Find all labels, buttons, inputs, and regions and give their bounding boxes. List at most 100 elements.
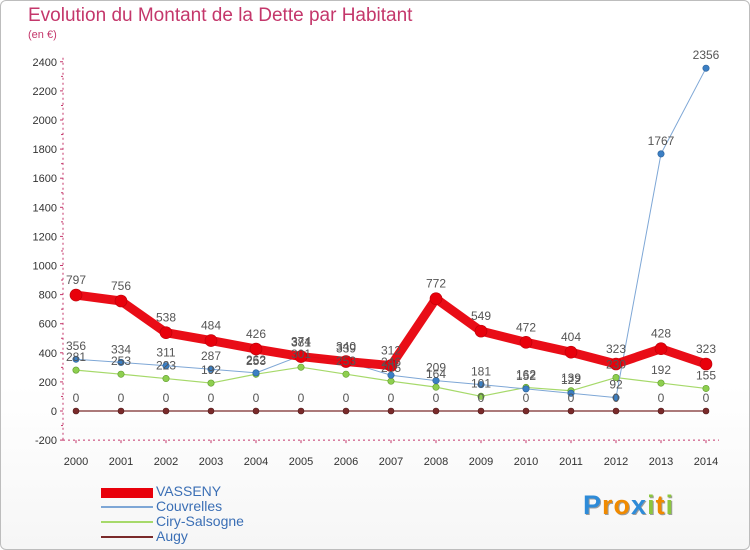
data-point-couvrelles bbox=[162, 362, 170, 370]
data-label-augy: 0 bbox=[388, 391, 395, 405]
y-tick-label: 800 bbox=[39, 290, 57, 302]
data-point-vasseny bbox=[69, 288, 83, 302]
legend-label-ciry-salsogne: Ciry-Salsogne bbox=[156, 513, 244, 529]
x-tick-label: 2000 bbox=[64, 456, 88, 468]
legend-swatch-vasseny bbox=[101, 488, 153, 498]
data-label-augy: 0 bbox=[163, 391, 170, 405]
proxiti-logo: Proxiti bbox=[583, 490, 674, 521]
data-label-augy: 0 bbox=[478, 391, 485, 405]
data-point-ciry-salsogne bbox=[432, 383, 440, 391]
data-label-ciry-salsogne: 281 bbox=[66, 350, 86, 364]
data-label-augy: 0 bbox=[523, 391, 530, 405]
logo-letter: i bbox=[665, 490, 675, 520]
x-tick-label: 2010 bbox=[514, 456, 538, 468]
data-point-augy bbox=[252, 407, 260, 415]
data-point-couvrelles bbox=[207, 365, 215, 373]
data-point-couvrelles bbox=[612, 394, 620, 402]
legend-label-couvrelles: Couvrelles bbox=[156, 498, 223, 514]
data-point-couvrelles bbox=[252, 369, 260, 377]
data-point-vasseny bbox=[699, 357, 713, 371]
data-label-couvrelles: 339 bbox=[336, 342, 356, 356]
y-tick-label: 1200 bbox=[33, 231, 57, 243]
data-point-ciry-salsogne bbox=[477, 392, 485, 400]
y-tick-label: 2400 bbox=[33, 57, 57, 69]
logo-letter: r bbox=[602, 490, 614, 520]
data-point-vasseny bbox=[294, 350, 308, 363]
chart-unit-label: (en €) bbox=[28, 29, 57, 41]
x-tick-label: 2014 bbox=[694, 456, 718, 468]
x-tick-label: 2009 bbox=[469, 456, 493, 468]
y-tick-label: 0 bbox=[51, 406, 57, 418]
data-label-vasseny: 323 bbox=[606, 342, 626, 356]
logo-letter: o bbox=[613, 490, 632, 520]
data-label-couvrelles: 152 bbox=[516, 369, 536, 383]
data-label-augy: 0 bbox=[208, 391, 215, 405]
data-label-couvrelles: 1767 bbox=[648, 134, 675, 148]
data-label-augy: 0 bbox=[613, 391, 620, 405]
data-point-couvrelles bbox=[567, 389, 575, 397]
data-label-augy: 0 bbox=[253, 391, 260, 405]
data-point-augy bbox=[432, 407, 440, 415]
data-label-ciry-salsogne: 164 bbox=[426, 367, 446, 381]
data-label-couvrelles: 262 bbox=[246, 353, 266, 367]
data-point-vasseny bbox=[159, 326, 173, 340]
x-tick-label: 2002 bbox=[154, 456, 178, 468]
x-tick-label: 2001 bbox=[109, 456, 133, 468]
legend-swatch-couvrelles bbox=[101, 506, 153, 508]
data-label-vasseny: 404 bbox=[561, 330, 581, 344]
data-point-couvrelles bbox=[72, 355, 80, 363]
data-label-vasseny: 374 bbox=[291, 335, 311, 349]
data-point-vasseny bbox=[519, 336, 533, 349]
data-label-augy: 0 bbox=[658, 391, 665, 405]
data-label-ciry-salsogne: 101 bbox=[471, 376, 491, 390]
data-label-ciry-salsogne: 192 bbox=[651, 363, 671, 377]
x-tick-label: 2007 bbox=[379, 456, 403, 468]
data-point-ciry-salsogne bbox=[702, 384, 710, 392]
chart-title: Evolution du Montant de la Dette par Hab… bbox=[28, 5, 413, 26]
x-tick-label: 2013 bbox=[649, 456, 673, 468]
data-point-augy bbox=[117, 407, 125, 415]
x-tick-label: 2011 bbox=[559, 456, 583, 468]
data-label-ciry-salsogne: 139 bbox=[561, 371, 581, 385]
data-point-ciry-salsogne bbox=[162, 375, 170, 383]
data-label-ciry-salsogne: 205 bbox=[381, 361, 401, 375]
data-point-vasseny bbox=[474, 324, 488, 338]
y-tick-label: 2000 bbox=[33, 115, 57, 127]
data-point-vasseny bbox=[564, 345, 578, 359]
data-label-vasseny: 340 bbox=[336, 340, 356, 354]
data-label-vasseny: 312 bbox=[381, 344, 401, 358]
series-augy bbox=[72, 407, 710, 415]
data-label-vasseny: 797 bbox=[66, 273, 86, 287]
data-label-ciry-salsogne: 155 bbox=[696, 368, 716, 382]
legend-swatch-augy bbox=[101, 536, 153, 538]
y-tick-label: 400 bbox=[39, 348, 57, 360]
data-point-couvrelles bbox=[522, 385, 530, 393]
data-point-augy bbox=[567, 407, 575, 415]
y-tick-label: 200 bbox=[39, 377, 57, 389]
y-tick-label: 2200 bbox=[33, 86, 57, 98]
y-tick-label: -200 bbox=[35, 435, 57, 447]
data-label-couvrelles: 181 bbox=[471, 365, 491, 379]
data-point-augy bbox=[72, 407, 80, 415]
data-label-augy: 0 bbox=[343, 391, 350, 405]
data-label-augy: 0 bbox=[568, 391, 575, 405]
data-label-vasseny: 428 bbox=[651, 327, 671, 341]
legend-label-vasseny: VASSENY bbox=[156, 483, 222, 499]
data-label-augy: 0 bbox=[73, 391, 80, 405]
data-label-couvrelles: 2356 bbox=[693, 48, 720, 62]
y-tick-label: 600 bbox=[39, 319, 57, 331]
series-vasseny bbox=[69, 288, 713, 372]
data-label-ciry-salsogne: 162 bbox=[516, 367, 536, 381]
data-label-ciry-salsogne: 230 bbox=[606, 358, 626, 372]
x-tick-label: 2004 bbox=[244, 456, 268, 468]
data-point-vasseny bbox=[654, 342, 668, 356]
data-point-ciry-salsogne bbox=[297, 363, 305, 371]
data-label-ciry-salsogne: 192 bbox=[201, 363, 221, 377]
data-label-couvrelles: 381 bbox=[291, 336, 311, 350]
data-label-augy: 0 bbox=[298, 391, 305, 405]
data-label-couvrelles: 311 bbox=[156, 346, 175, 360]
data-label-vasseny: 549 bbox=[471, 309, 491, 323]
data-point-augy bbox=[702, 407, 710, 415]
